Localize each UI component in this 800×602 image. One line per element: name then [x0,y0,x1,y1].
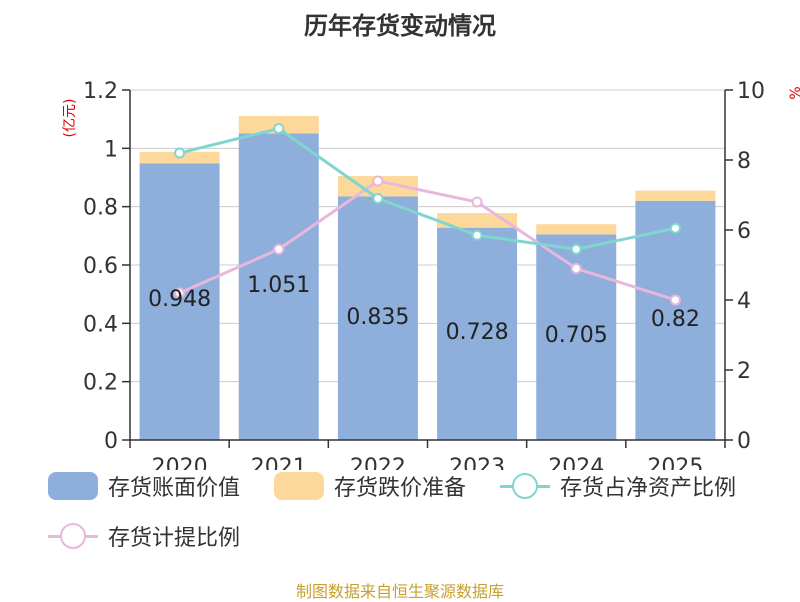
y-right-tick-label: 0 [737,429,751,454]
y-right-tick-label: 4 [737,289,751,314]
legend-label-provision-ratio: 存货计提比例 [108,526,241,551]
legend-label-impairment: 存货跌价准备 [334,476,467,501]
x-tick-label: 2023 [449,455,505,470]
legend-label-net-asset-ratio: 存货占净资产比例 [560,476,737,501]
line-provision-ratio [178,179,676,302]
y-right-unit-label: % [788,86,800,99]
y-left-tick-label: 0.4 [83,312,118,337]
bars [139,115,716,441]
bar-impairment [635,190,716,201]
chart-title: 历年存货变动情况 [304,12,496,40]
y-right-tick-label: 10 [737,79,765,104]
bar-book-value [635,200,716,440]
legend-item-impairment[interactable]: 存货跌价准备 [274,470,466,502]
y-left-tick-label: 1 [104,137,118,162]
legend-item-provision-ratio[interactable]: 存货计提比例 [48,520,240,552]
point-net-asset-ratio [669,222,681,234]
x-tick-label: 2022 [350,455,406,470]
data-label-book-value: 1.051 [247,273,310,298]
source-note: 制图数据来自恒生聚源数据库 [295,582,504,601]
chart-area: 0 0.2 0.4 0.6 0.8 1 1.2 0 2 4 6 8 10 2020 2021 2022 2023… [62,79,800,470]
y-left-tick-label: 0.8 [83,196,118,221]
data-label-book-value: 0.835 [346,305,409,330]
point-provision-ratio [273,243,285,255]
y-right-tick-label: 8 [737,149,751,174]
axes: 0 0.2 0.4 0.6 0.8 1 1.2 0 2 4 6 8 10 2020 2021 2022 2023… [62,79,800,470]
data-labels: 0.948 1.051 0.835 0.728 0.705 0.82 [148,273,700,348]
x-tick-label: 2025 [647,455,703,470]
legend-marker-provision-ratio [48,522,98,550]
y-right-tick-label: 6 [737,219,751,244]
bar-book-value [139,163,220,440]
data-label-book-value: 0.948 [148,287,211,312]
legend-swatch-book-value [48,472,98,500]
point-net-asset-ratio [570,243,582,255]
legend-marker-net-asset-ratio [500,472,550,500]
point-net-asset-ratio [372,193,384,204]
x-tick-label: 2021 [251,455,307,470]
y-left-unit-label: (亿元) [62,99,78,138]
bar-book-value [238,133,319,441]
bar-book-value [437,227,518,440]
data-label-book-value: 0.705 [545,323,608,348]
y-left-tick-label: 1.2 [83,79,118,104]
x-tick-label: 2020 [152,455,208,470]
y-right-tick-label: 2 [737,359,751,384]
gridlines [130,89,725,383]
point-net-asset-ratio [273,123,285,134]
point-provision-ratio [372,175,384,187]
data-label-book-value: 0.82 [651,307,700,332]
y-left-tick-label: 0.2 [83,371,118,396]
legend-swatch-impairment [274,472,324,500]
y-left-tick-label: 0 [104,429,118,454]
point-net-asset-ratio [174,147,186,159]
point-provision-ratio [471,196,483,208]
y-left-tick-label: 0.6 [83,254,118,279]
data-label-book-value: 0.728 [446,320,509,345]
point-net-asset-ratio [471,229,483,241]
lines [174,123,681,306]
bar-book-value [337,196,418,440]
point-provision-ratio [669,294,681,306]
bar-impairment [536,224,617,235]
point-provision-ratio [570,263,582,274]
legend-item-net-asset-ratio[interactable]: 存货占净资产比例 [500,470,736,502]
point-provision-ratio [174,287,186,299]
legend-label-book-value: 存货账面价值 [108,476,241,501]
legend-item-book-value[interactable]: 存货账面价值 [48,470,240,502]
line-net-asset-ratio [179,126,676,251]
x-tick-label: 2024 [548,455,604,470]
